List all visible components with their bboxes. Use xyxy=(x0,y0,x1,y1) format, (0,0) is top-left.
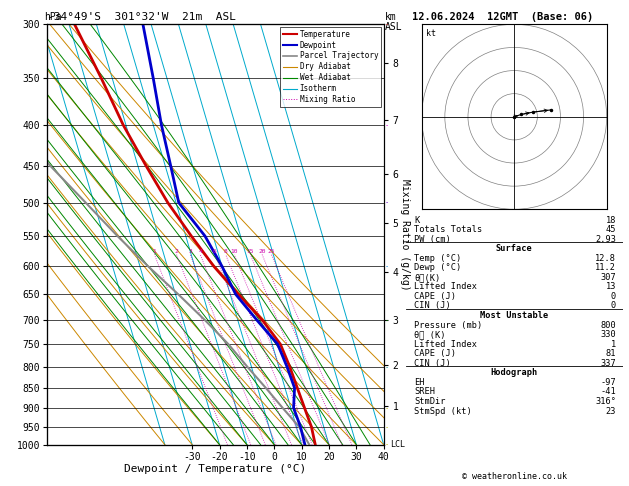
Text: -: - xyxy=(385,424,389,430)
Text: -: - xyxy=(385,405,389,411)
Text: 8: 8 xyxy=(224,249,228,255)
Text: -: - xyxy=(385,442,389,448)
Text: -97: -97 xyxy=(601,378,616,387)
Text: -: - xyxy=(385,200,389,206)
Text: Most Unstable: Most Unstable xyxy=(480,311,548,320)
Text: K: K xyxy=(415,216,420,225)
Text: hPa: hPa xyxy=(44,12,62,22)
Text: 1: 1 xyxy=(611,340,616,348)
Text: θᴄ (K): θᴄ (K) xyxy=(415,330,446,339)
Text: CIN (J): CIN (J) xyxy=(415,359,451,368)
Text: Surface: Surface xyxy=(496,244,533,253)
Text: 20: 20 xyxy=(259,249,266,255)
Text: -34°49'S  301°32'W  21m  ASL: -34°49'S 301°32'W 21m ASL xyxy=(47,12,236,22)
Text: 12.8: 12.8 xyxy=(595,254,616,263)
Text: EH: EH xyxy=(415,378,425,387)
Y-axis label: Mixing Ratio (g/kg): Mixing Ratio (g/kg) xyxy=(399,179,409,290)
Text: Lifted Index: Lifted Index xyxy=(415,340,477,348)
Text: 1: 1 xyxy=(153,249,157,255)
X-axis label: Dewpoint / Temperature (°C): Dewpoint / Temperature (°C) xyxy=(125,465,306,474)
Text: 11.2: 11.2 xyxy=(595,263,616,272)
Text: 6: 6 xyxy=(213,249,217,255)
Text: -: - xyxy=(385,364,389,370)
Text: CAPE (J): CAPE (J) xyxy=(415,349,457,358)
Text: -41: -41 xyxy=(601,387,616,397)
Text: 81: 81 xyxy=(606,349,616,358)
Text: © weatheronline.co.uk: © weatheronline.co.uk xyxy=(462,472,567,481)
Text: 800: 800 xyxy=(601,321,616,330)
Text: 15: 15 xyxy=(247,249,254,255)
Text: Totals Totals: Totals Totals xyxy=(415,225,482,234)
Text: 10: 10 xyxy=(230,249,238,255)
Text: 45: 45 xyxy=(606,225,616,234)
Text: StmSpd (kt): StmSpd (kt) xyxy=(415,406,472,416)
Text: Lifted Index: Lifted Index xyxy=(415,282,477,292)
Text: Pressure (mb): Pressure (mb) xyxy=(415,321,482,330)
Text: SREH: SREH xyxy=(415,387,435,397)
Text: 13: 13 xyxy=(606,282,616,292)
Text: 2: 2 xyxy=(175,249,179,255)
Text: 307: 307 xyxy=(601,273,616,282)
Text: 0: 0 xyxy=(611,301,616,311)
Text: 2.93: 2.93 xyxy=(595,235,616,243)
Text: LCL: LCL xyxy=(391,440,406,449)
Text: 25: 25 xyxy=(268,249,275,255)
Text: -: - xyxy=(385,317,389,323)
Text: 4: 4 xyxy=(198,249,202,255)
Text: 337: 337 xyxy=(601,359,616,368)
Text: ASL: ASL xyxy=(385,21,403,32)
Text: Dewp (°C): Dewp (°C) xyxy=(415,263,462,272)
Text: 23: 23 xyxy=(606,406,616,416)
Text: kt: kt xyxy=(426,29,437,38)
Text: 0: 0 xyxy=(611,292,616,301)
Text: Hodograph: Hodograph xyxy=(491,368,538,377)
Text: km: km xyxy=(385,12,397,22)
Text: StmDir: StmDir xyxy=(415,397,446,406)
Text: PW (cm): PW (cm) xyxy=(415,235,451,243)
Text: -: - xyxy=(385,263,389,269)
Text: 12.06.2024  12GMT  (Base: 06): 12.06.2024 12GMT (Base: 06) xyxy=(412,12,593,22)
Text: 3: 3 xyxy=(188,249,192,255)
Text: 316°: 316° xyxy=(595,397,616,406)
Legend: Temperature, Dewpoint, Parcel Trajectory, Dry Adiabat, Wet Adiabat, Isotherm, Mi: Temperature, Dewpoint, Parcel Trajectory… xyxy=(280,27,381,107)
Text: CAPE (J): CAPE (J) xyxy=(415,292,457,301)
Text: Temp (°C): Temp (°C) xyxy=(415,254,462,263)
Text: θᴄ(K): θᴄ(K) xyxy=(415,273,441,282)
Text: 330: 330 xyxy=(601,330,616,339)
Text: CIN (J): CIN (J) xyxy=(415,301,451,311)
Text: 18: 18 xyxy=(606,216,616,225)
Text: -: - xyxy=(385,21,389,27)
Text: -: - xyxy=(385,122,389,128)
